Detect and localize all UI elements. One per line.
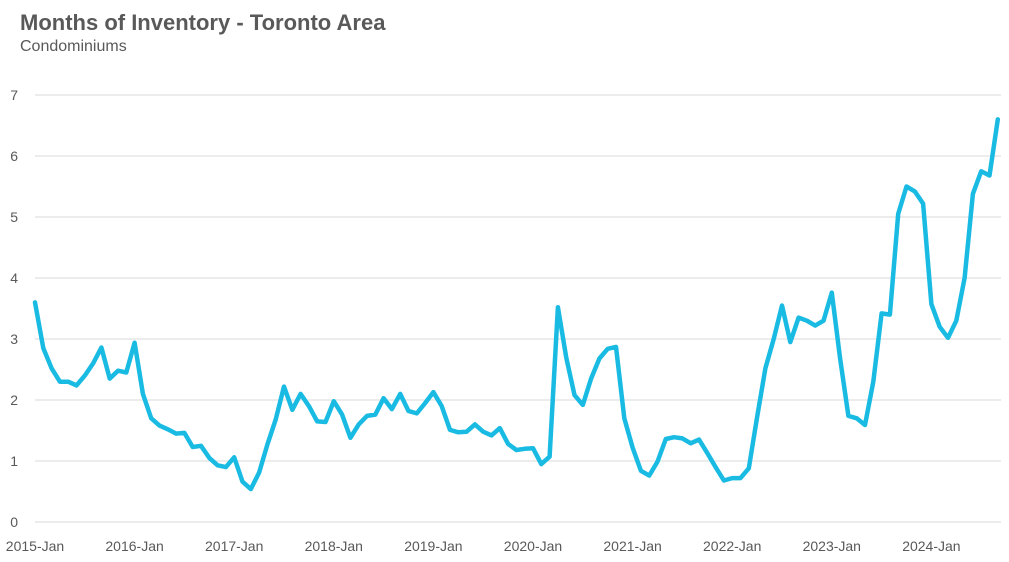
y-tick-label: 3 [10, 331, 18, 347]
x-tick-label: 2022-Jan [703, 538, 761, 554]
y-tick-label: 7 [10, 87, 18, 103]
x-tick-label: 2016-Jan [105, 538, 163, 554]
x-tick-label: 2018-Jan [305, 538, 363, 554]
x-tick-label: 2021-Jan [603, 538, 661, 554]
x-tick-label: 2015-Jan [6, 538, 64, 554]
y-tick-label: 2 [10, 392, 18, 408]
y-tick-label: 4 [10, 270, 18, 286]
x-tick-label: 2019-Jan [404, 538, 462, 554]
y-tick-label: 1 [10, 453, 18, 469]
chart-title: Months of Inventory - Toronto Area [20, 10, 386, 35]
x-tick-label: 2023-Jan [803, 538, 861, 554]
chart-subtitle: Condominiums [20, 38, 127, 55]
y-tick-label: 0 [10, 514, 18, 530]
x-tick-label: 2017-Jan [205, 538, 263, 554]
y-tick-label: 6 [10, 148, 18, 164]
x-tick-label: 2024-Jan [902, 538, 960, 554]
x-tick-label: 2020-Jan [504, 538, 562, 554]
y-axis-labels: 0 1 2 3 4 5 6 7 [10, 87, 18, 530]
y-tick-label: 5 [10, 209, 18, 225]
gridlines [35, 94, 1001, 462]
series-line [32, 117, 1001, 492]
x-axis-labels: 2015-Jan 2016-Jan 2017-Jan 2018-Jan 2019-Jan… [6, 538, 961, 554]
